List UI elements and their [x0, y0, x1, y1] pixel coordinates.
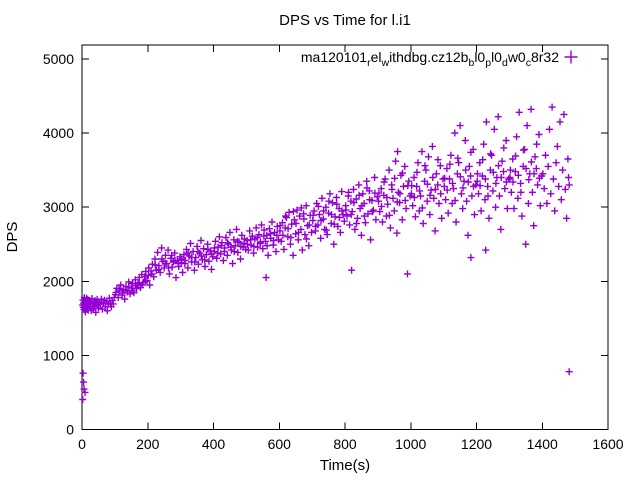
chart-title: DPS vs Time for l.i1 [279, 12, 411, 29]
y-tick-label: 3000 [43, 199, 74, 215]
y-tick-label: 5000 [43, 51, 74, 67]
x-tick-label: 1200 [461, 436, 492, 452]
axis-ticks [81, 45, 609, 430]
plot-border [81, 44, 609, 430]
scatter-points [79, 103, 573, 403]
y-tick-label: 0 [66, 422, 74, 438]
y-tick-label: 4000 [43, 125, 74, 141]
x-axis-label: Time(s) [320, 457, 370, 474]
x-tick-label: 600 [268, 436, 292, 452]
legend: ma120101relwithdbg.cz12bbl0pl0dw0c8r32 [301, 49, 578, 69]
y-tick-label: 1000 [43, 347, 74, 363]
x-tick-label: 1600 [592, 436, 623, 452]
x-tick-label: 0 [78, 436, 86, 452]
x-tick-label: 800 [333, 436, 357, 452]
legend-label: ma120101relwithdbg.cz12bbl0pl0dw0c8r32 [301, 49, 559, 69]
y-axis-label: DPS [4, 222, 21, 253]
x-tick-label: 400 [202, 436, 226, 452]
x-tick-label: 1400 [527, 436, 558, 452]
y-tick-label: 2000 [43, 273, 74, 289]
x-tick-label: 1000 [395, 436, 426, 452]
legend-plus-marker-icon [564, 50, 578, 64]
axis-tick-labels: 0 200 400 600 800 1000 1200 1400 1600 0 1000 2000 30… [43, 51, 624, 452]
x-tick-label: 200 [136, 436, 160, 452]
